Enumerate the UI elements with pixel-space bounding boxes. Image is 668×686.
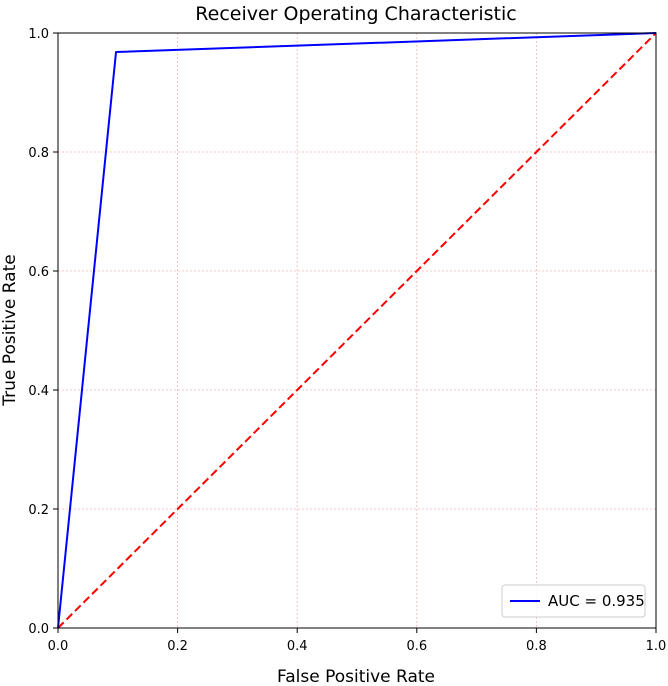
chart-title: Receiver Operating Characteristic: [195, 3, 516, 25]
series-layer: [57, 32, 657, 629]
y-tick-label: 1.0: [28, 27, 49, 42]
y-tick-label: 0.2: [28, 503, 49, 518]
y-tick-label: 0.8: [28, 146, 49, 161]
legend-box: [501, 584, 646, 618]
x-tick-label: 0.2: [167, 639, 188, 654]
x-tick-label: 0.8: [526, 639, 547, 654]
y-tick-label: 0.4: [28, 384, 49, 399]
legend-label: AUC = 0.935: [548, 592, 645, 610]
y-tick-label: 0.6: [28, 265, 49, 280]
random-baseline-line: [57, 32, 657, 629]
roc-curve-line: [57, 32, 657, 629]
x-tick-label: 0.0: [48, 639, 69, 654]
x-tick-label: 0.6: [406, 639, 427, 654]
plot-frame: [57, 32, 657, 629]
legend: AUC = 0.935: [501, 584, 646, 618]
x-axis-label: False Positive Rate: [277, 667, 435, 686]
tick-layer: 0.0 0.2 0.4 0.6 0.8 1.0 0.0 0.2 0.4 0.6 0.8 1.0: [28, 27, 666, 654]
x-tick-label: 0.4: [287, 639, 308, 654]
x-tick-label: 1.0: [646, 639, 667, 654]
y-axis-label: True Positive Rate: [0, 254, 20, 406]
y-tick-label: 0.0: [28, 622, 49, 637]
